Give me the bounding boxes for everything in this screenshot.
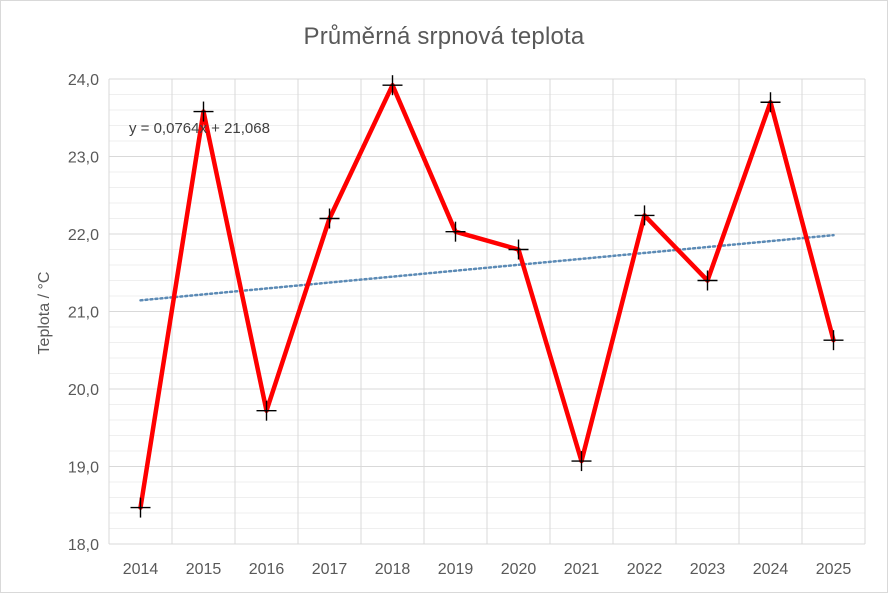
x-tick-label: 2015 bbox=[186, 561, 222, 578]
y-tick-labels: 18,0 19,0 20,0 21,0 22,0 23,0 24,0 bbox=[68, 72, 99, 554]
x-tick-label: 2024 bbox=[753, 561, 789, 578]
y-tick-label: 21,0 bbox=[68, 305, 99, 322]
series-line bbox=[138, 82, 836, 510]
series-group bbox=[138, 82, 836, 510]
x-tick-label: 2025 bbox=[816, 561, 852, 578]
data-point bbox=[823, 330, 844, 351]
y-tick-label: 20,0 bbox=[68, 382, 99, 399]
markers-group bbox=[130, 75, 844, 518]
x-tick-label: 2021 bbox=[564, 561, 600, 578]
data-point bbox=[382, 75, 403, 96]
x-tick-label: 2014 bbox=[123, 561, 159, 578]
y-tick-label: 19,0 bbox=[68, 460, 99, 477]
data-point bbox=[634, 205, 655, 226]
x-tick-label: 2018 bbox=[375, 561, 411, 578]
trendline-equation: y = 0,0764x + 21,068 bbox=[129, 120, 270, 137]
data-point bbox=[130, 497, 151, 518]
x-tick-label: 2016 bbox=[249, 561, 285, 578]
grid bbox=[108, 78, 866, 545]
x-tick-label: 2017 bbox=[312, 561, 348, 578]
data-point bbox=[193, 101, 214, 122]
y-tick-label: 22,0 bbox=[68, 227, 99, 244]
data-point bbox=[508, 239, 529, 260]
y-tick-label: 23,0 bbox=[68, 150, 99, 167]
x-tick-label: 2020 bbox=[501, 561, 537, 578]
data-point bbox=[445, 221, 466, 242]
data-point bbox=[760, 92, 781, 113]
data-point bbox=[697, 270, 718, 291]
data-point bbox=[319, 208, 340, 229]
y-axis-label: Teplota / °C bbox=[36, 272, 53, 355]
chart-title: Průměrná srpnová teplota bbox=[303, 23, 585, 50]
x-tick-label: 2022 bbox=[627, 561, 663, 578]
x-tick-labels: 2014 2015 2016 2017 2018 2019 2020 2021 2022 2023… bbox=[123, 561, 852, 578]
data-point bbox=[256, 400, 277, 421]
x-tick-label: 2023 bbox=[690, 561, 726, 578]
y-tick-label: 18,0 bbox=[68, 537, 99, 554]
data-point bbox=[571, 451, 592, 472]
x-tick-label: 2019 bbox=[438, 561, 474, 578]
y-tick-label: 24,0 bbox=[68, 72, 99, 89]
